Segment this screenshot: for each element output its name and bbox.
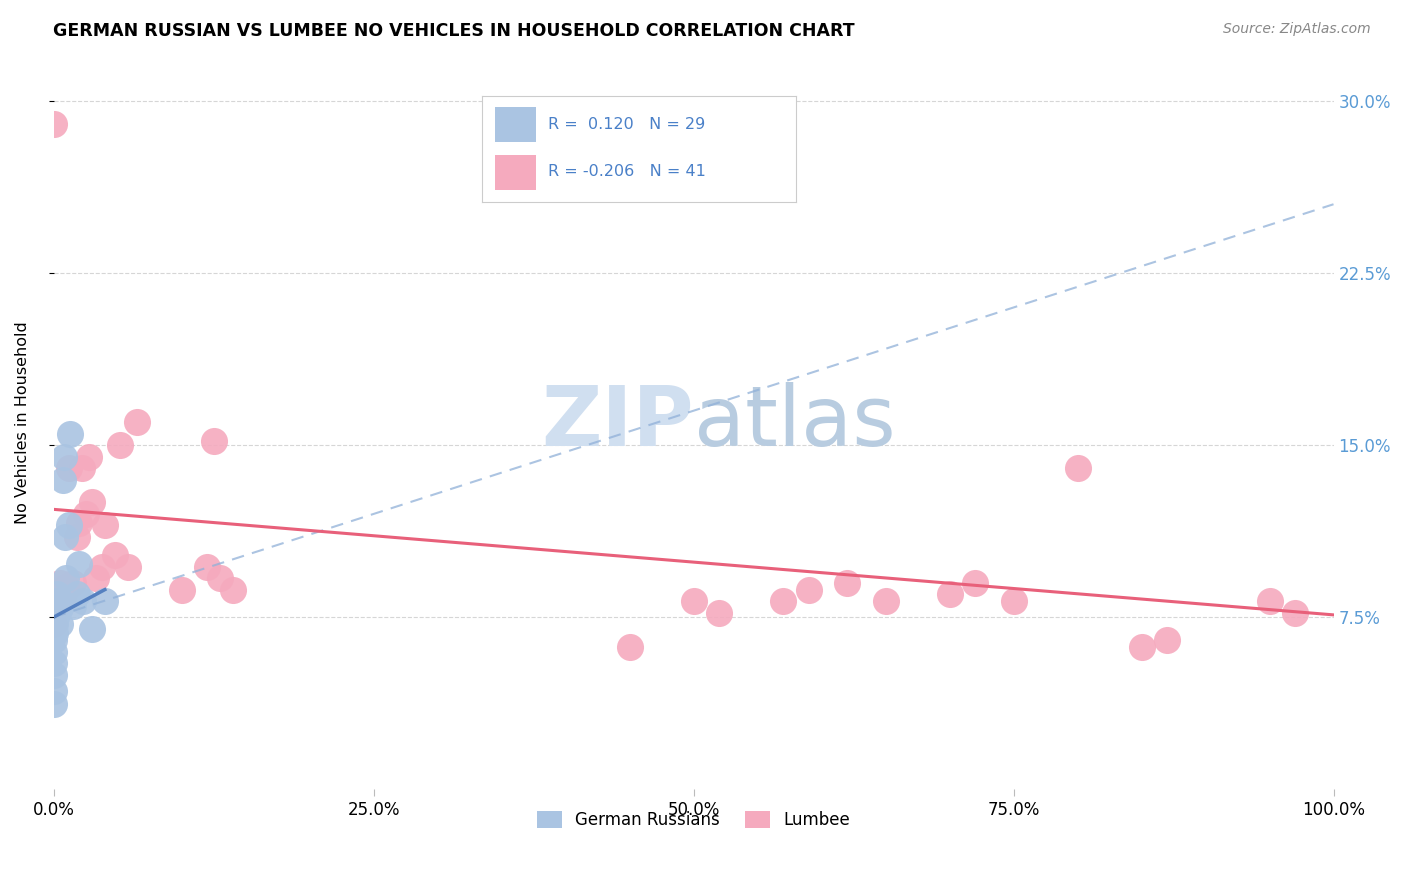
Text: GERMAN RUSSIAN VS LUMBEE NO VEHICLES IN HOUSEHOLD CORRELATION CHART: GERMAN RUSSIAN VS LUMBEE NO VEHICLES IN … (53, 22, 855, 40)
Point (46, 599, 69, 613)
Point (797, 582, 820, 597)
Point (42, 617, 65, 632)
Point (42, 603, 65, 617)
Text: ZIP: ZIP (541, 382, 693, 463)
Point (72, 594, 94, 608)
Point (44, 617, 66, 632)
Point (80, 622, 103, 636)
Point (53, 530, 76, 544)
Point (80, 495, 103, 509)
Point (52, 450, 75, 464)
Point (66, 587, 89, 601)
Point (45, 610, 67, 624)
Point (49, 601, 72, 615)
Point (208, 571, 231, 585)
Point (91, 559, 114, 574)
Point (79, 450, 101, 464)
Point (49, 617, 72, 632)
Point (67, 516, 90, 530)
Point (1258, 594, 1281, 608)
Point (42, 610, 65, 624)
Point (1284, 606, 1306, 620)
Point (195, 559, 218, 574)
Point (42, 683, 65, 698)
Point (875, 594, 897, 608)
Text: Source: ZipAtlas.com: Source: ZipAtlas.com (1223, 22, 1371, 37)
Point (45, 594, 67, 608)
Point (938, 587, 960, 601)
Point (772, 594, 794, 608)
Point (619, 640, 641, 654)
Point (62, 599, 84, 613)
Point (46, 603, 69, 617)
Point (1066, 461, 1088, 475)
Point (42, 656, 65, 670)
Point (125, 415, 148, 429)
Y-axis label: No Vehicles in Household: No Vehicles in Household (15, 321, 30, 524)
Point (62, 575, 84, 590)
Point (55, 580, 77, 594)
Point (104, 548, 127, 562)
Point (49, 575, 72, 590)
Point (84, 571, 107, 585)
Point (837, 575, 859, 590)
Point (965, 575, 987, 590)
Point (202, 434, 225, 448)
Point (70, 461, 93, 475)
Point (108, 438, 131, 452)
Point (682, 594, 704, 608)
Point (42, 117, 65, 131)
Point (42, 633, 65, 648)
Point (170, 582, 193, 597)
Point (44, 626, 66, 640)
Legend: German Russians, Lumbee: German Russians, Lumbee (530, 805, 856, 836)
Point (52, 587, 75, 601)
Point (55, 571, 77, 585)
Point (94, 518, 117, 533)
Point (75, 507, 97, 521)
Point (67, 558, 90, 572)
Point (42, 622, 65, 636)
Point (66, 530, 89, 544)
Point (42, 698, 65, 712)
Point (1156, 633, 1178, 648)
Point (707, 606, 730, 620)
Point (59, 426, 82, 441)
Text: atlas: atlas (693, 382, 896, 463)
Point (1002, 594, 1025, 608)
Point (58, 518, 80, 533)
Point (42, 667, 65, 681)
Point (117, 559, 139, 574)
Point (52, 473, 75, 487)
Point (94, 594, 117, 608)
Point (1130, 640, 1153, 654)
Point (42, 644, 65, 658)
Point (222, 582, 245, 597)
Point (58, 461, 80, 475)
Point (46, 587, 69, 601)
